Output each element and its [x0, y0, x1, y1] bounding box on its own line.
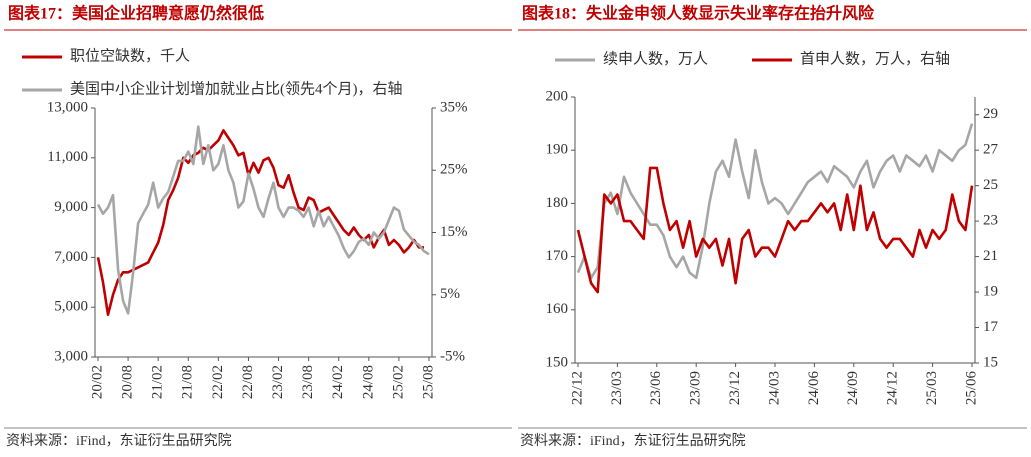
x-tick-label: 24/08 — [360, 365, 376, 399]
y-tick-label: 11,000 — [47, 149, 88, 165]
x-tick-label: 24/06 — [806, 371, 822, 406]
x-tick-label: 21/08 — [180, 365, 196, 399]
y-tick-label: 3,000 — [54, 348, 88, 364]
x-tick-label: 24/09 — [845, 371, 861, 405]
y2-tick-label: 19 — [983, 284, 998, 300]
y2-tick-label: 5% — [440, 286, 460, 302]
y-tick-label: 9,000 — [54, 199, 88, 215]
y-tick-label: 180 — [546, 195, 569, 211]
x-tick-label: 25/08 — [420, 365, 436, 399]
x-tick-label: 21/02 — [150, 365, 166, 399]
x-tick-label: 25/03 — [924, 371, 940, 405]
y2-tick-label: 17 — [983, 319, 999, 335]
series-line — [96, 129, 424, 316]
x-tick-label: 22/08 — [240, 365, 256, 399]
chart-title: 图表17：美国企业招聘意愿仍然很低 — [8, 4, 264, 23]
y-tick-label: 160 — [546, 301, 569, 317]
y2-tick-label: 35% — [440, 99, 468, 115]
legend-label: 职位空缺数，千人 — [70, 47, 190, 64]
y2-tick-label: 23 — [983, 213, 998, 229]
x-tick-label: 23/08 — [300, 365, 316, 399]
legend-label: 首申人数，万人，右轴 — [800, 50, 950, 67]
y2-tick-label: 25 — [983, 177, 998, 193]
y-tick-label: 190 — [546, 142, 569, 158]
series-line — [576, 166, 974, 294]
y-tick-label: 13,000 — [47, 99, 88, 115]
y2-tick-label: 29 — [983, 106, 998, 122]
chart-title: 图表18：失业金申领人数显示失业率存在抬升风险 — [522, 4, 875, 23]
y2-tick-label: 25% — [440, 162, 468, 178]
x-tick-label: 23/06 — [648, 371, 664, 406]
y2-tick-label: 15 — [983, 354, 998, 370]
x-tick-label: 24/02 — [330, 365, 346, 399]
y2-tick-label: -5% — [440, 348, 465, 364]
x-tick-label: 24/12 — [885, 371, 901, 405]
x-tick-label: 23/09 — [688, 371, 704, 405]
x-tick-label: 23/02 — [270, 365, 286, 399]
y-tick-label: 200 — [546, 88, 569, 104]
y2-tick-label: 27 — [983, 142, 999, 158]
x-tick-label: 20/02 — [89, 365, 105, 399]
y2-tick-label: 21 — [983, 248, 998, 264]
y-tick-label: 170 — [546, 248, 569, 264]
x-tick-label: 22/02 — [210, 365, 226, 399]
x-tick-label: 25/02 — [390, 365, 406, 399]
y-tick-label: 150 — [546, 354, 569, 370]
source: 资料来源：iFind，东证衍生品研究院 — [6, 433, 232, 449]
legend-label: 续申人数，万人 — [603, 50, 708, 67]
x-tick-label: 25/06 — [963, 371, 979, 406]
y-tick-label: 7,000 — [54, 249, 88, 265]
x-tick-label: 24/03 — [766, 371, 782, 405]
x-tick-label: 23/03 — [609, 371, 625, 405]
y2-tick-label: 15% — [440, 224, 468, 240]
source: 资料来源：iFind，东证衍生品研究院 — [520, 433, 746, 449]
legend-label: 美国中小企业计划增加就业占比(领先4个月)，右轴 — [70, 79, 403, 97]
series-line — [96, 125, 430, 315]
x-tick-label: 20/08 — [120, 365, 136, 399]
x-tick-label: 22/12 — [569, 371, 585, 405]
x-tick-label: 23/12 — [727, 371, 743, 405]
y-tick-label: 5,000 — [54, 299, 88, 315]
series-line — [576, 123, 974, 280]
